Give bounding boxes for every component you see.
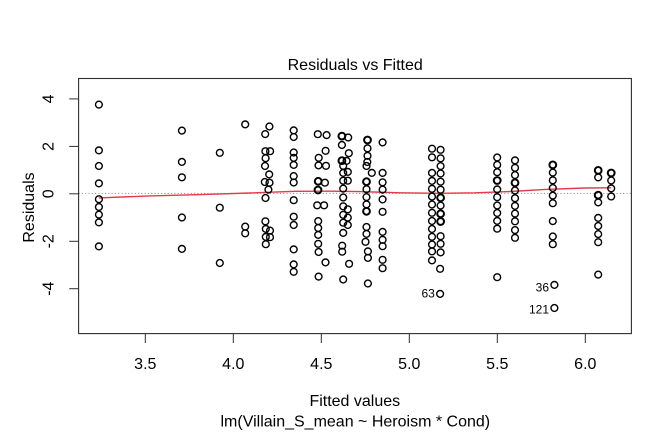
svg-text:Residuals vs Fitted: Residuals vs Fitted (288, 57, 423, 74)
svg-text:121: 121 (529, 302, 549, 316)
svg-text:36: 36 (536, 281, 550, 295)
svg-text:-2: -2 (41, 234, 58, 248)
svg-text:-4: -4 (41, 281, 58, 295)
svg-text:2: 2 (41, 142, 58, 151)
svg-text:63: 63 (421, 286, 435, 300)
svg-text:3.5: 3.5 (134, 356, 156, 373)
svg-text:lm(Villain_S_mean ~ Heroism *: lm(Villain_S_mean ~ Heroism * Cond) (221, 413, 491, 430)
svg-text:0: 0 (41, 189, 58, 198)
svg-text:Residuals: Residuals (21, 172, 38, 242)
svg-text:5.0: 5.0 (398, 356, 420, 373)
svg-text:5.5: 5.5 (486, 356, 508, 373)
svg-text:4.5: 4.5 (310, 356, 332, 373)
svg-text:6.0: 6.0 (574, 356, 596, 373)
svg-text:Fitted values: Fitted values (309, 393, 400, 410)
svg-text:4: 4 (41, 94, 58, 103)
svg-text:4.0: 4.0 (222, 356, 244, 373)
